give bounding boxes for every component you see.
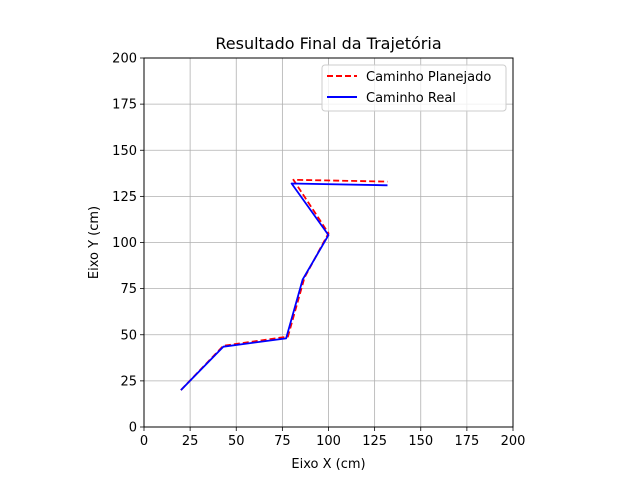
- x-tick-label: 150: [408, 434, 433, 449]
- real-path-line: [180, 182, 388, 391]
- x-tick-label: 125: [362, 434, 387, 449]
- x-tick-label: 0: [140, 434, 148, 449]
- y-tick-label: 75: [120, 282, 137, 297]
- x-axis-label: Eixo X (cm): [291, 457, 365, 472]
- y-tick-label: 50: [120, 328, 137, 343]
- y-tick-label: 0: [129, 421, 137, 436]
- x-tick-label: 50: [228, 434, 245, 449]
- plot-lines: [180, 178, 388, 391]
- chart-title: Resultado Final da Trajetória: [215, 34, 441, 53]
- legend-box: [321, 64, 507, 112]
- x-tick-label: 25: [182, 434, 199, 449]
- y-axis-ticks: 0 25 50 75 100 125 150 175 200: [112, 52, 144, 436]
- x-tick-label: 100: [316, 434, 341, 449]
- legend: Caminho Planejado Caminho Real: [321, 64, 507, 112]
- y-tick-label: 175: [112, 98, 137, 113]
- x-tick-label: 200: [501, 434, 526, 449]
- y-tick-label: 125: [112, 190, 137, 205]
- y-tick-label: 100: [112, 236, 137, 251]
- legend-label-real: Caminho Real: [366, 91, 456, 106]
- y-tick-label: 200: [112, 52, 137, 67]
- x-tick-label: 175: [454, 434, 479, 449]
- y-tick-label: 150: [112, 144, 137, 159]
- x-tick-label: 75: [274, 434, 291, 449]
- x-axis-ticks: 0 25 50 75 100 125 150 175 200: [140, 427, 526, 449]
- planned-path-line: [180, 178, 388, 391]
- y-axis-label: Eixo Y (cm): [87, 206, 102, 279]
- legend-label-planned: Caminho Planejado: [366, 70, 491, 85]
- y-tick-label: 25: [120, 374, 137, 389]
